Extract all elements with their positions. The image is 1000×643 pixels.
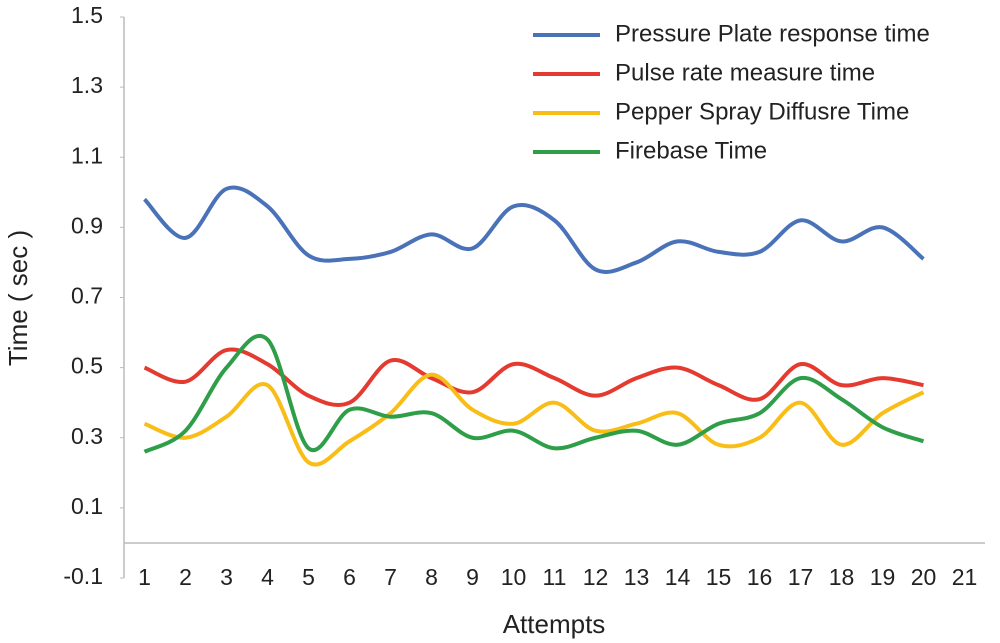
series-line [143, 333, 925, 454]
x-tick-label: 1 [138, 564, 151, 590]
series-line [143, 347, 924, 407]
y-tick-label: 1.1 [71, 142, 103, 168]
y-axis-title: Time ( sec ) [3, 230, 33, 366]
x-tick-label: 15 [706, 564, 732, 590]
y-tick-label: 0.5 [71, 353, 103, 379]
legend-text: Pulse rate measure time [615, 59, 875, 86]
legend-text: Pressure Plate response time [615, 20, 930, 47]
x-axis-title: Attempts [503, 609, 606, 639]
x-tick-label: 12 [583, 564, 609, 590]
x-tick-label: 17 [788, 564, 814, 590]
x-tick-label: 10 [501, 564, 527, 590]
series-line [143, 372, 925, 467]
y-tick-label: 0.3 [71, 423, 103, 449]
x-tick-label: 4 [261, 564, 274, 590]
x-tick-label: 14 [665, 564, 691, 590]
y-tick-label: 1.5 [71, 2, 103, 28]
x-tick-label: 21 [952, 564, 978, 590]
x-tick-label: 3 [220, 564, 233, 590]
series-line [143, 185, 925, 274]
x-tick-label: 7 [384, 564, 397, 590]
x-tick-label: 2 [179, 564, 192, 590]
y-tick-label: 0.7 [71, 283, 103, 309]
y-tick-label: 0.9 [71, 212, 103, 238]
y-tick-label: 1.3 [71, 72, 103, 98]
x-tick-label: 20 [911, 564, 937, 590]
x-tick-label: 9 [466, 564, 479, 590]
legend-text: Firebase Time [615, 137, 767, 164]
y-tick-label: -0.1 [63, 563, 103, 589]
legend-text: Pepper Spray Diffusre Time [615, 98, 909, 125]
x-tick-label: 16 [747, 564, 773, 590]
x-tick-label: 19 [870, 564, 896, 590]
x-tick-label: 8 [425, 564, 438, 590]
x-tick-label: 13 [624, 564, 650, 590]
y-tick-label: 0.1 [71, 493, 103, 519]
x-tick-label: 18 [829, 564, 855, 590]
x-tick-label: 11 [543, 564, 567, 590]
x-tick-label: 5 [302, 564, 315, 590]
x-tick-label: 6 [343, 564, 356, 590]
